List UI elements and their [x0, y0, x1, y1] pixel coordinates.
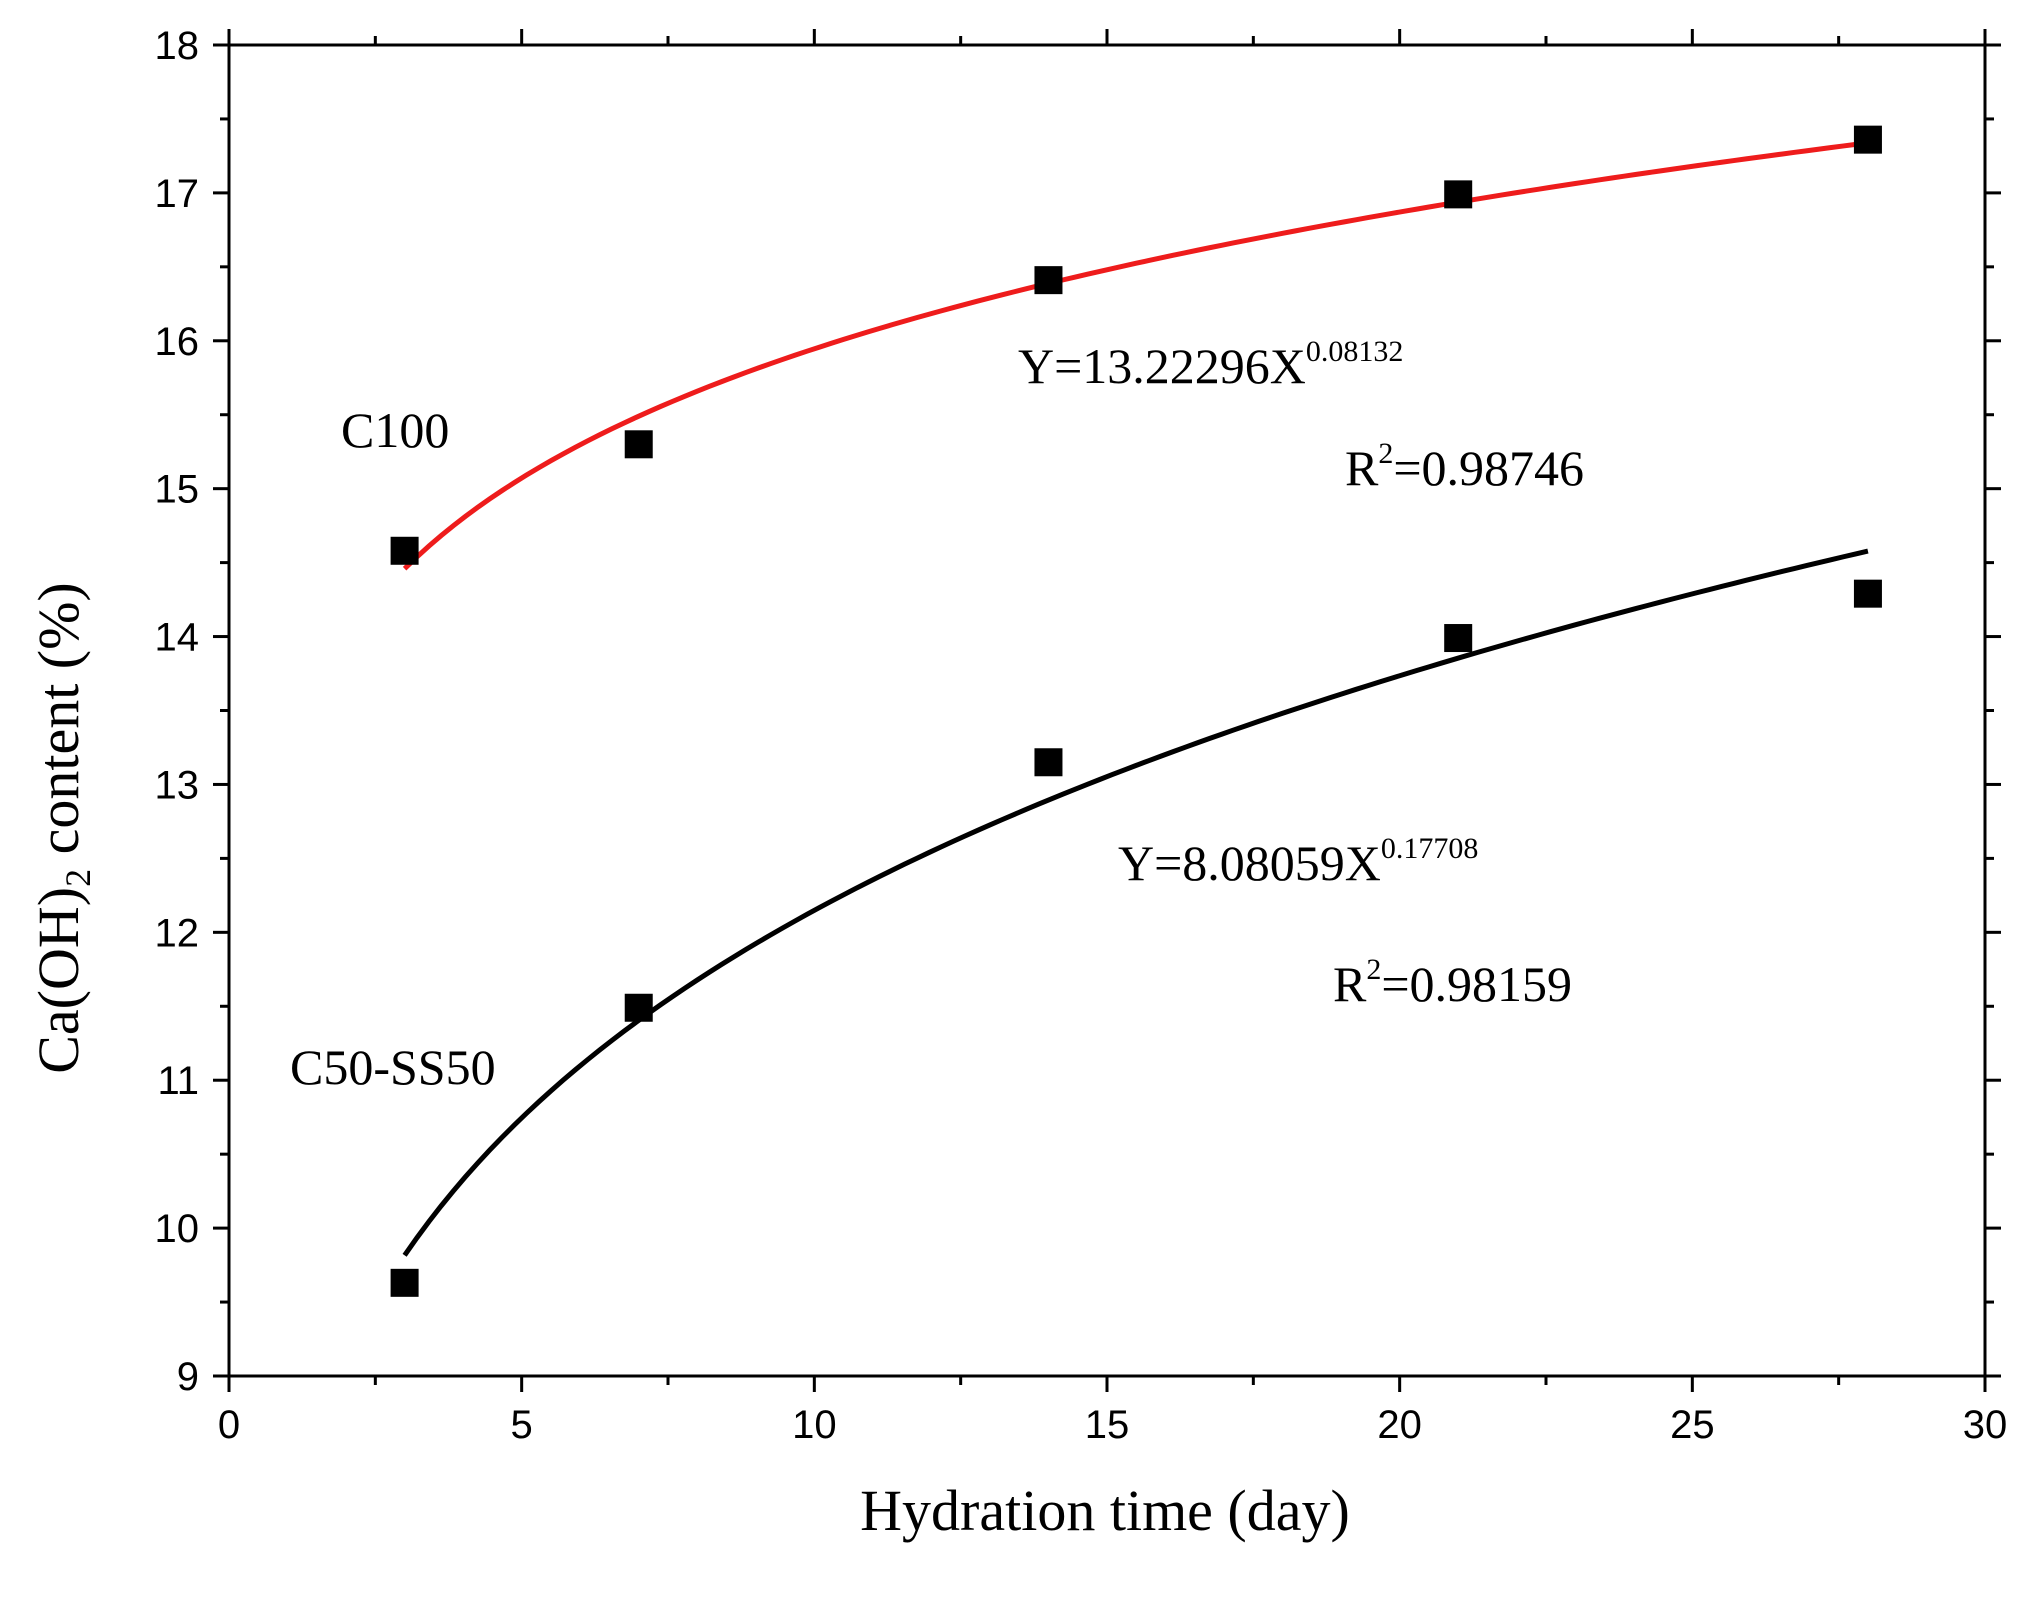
y-tick-label: 17 — [155, 172, 200, 216]
equation-c50-ss50: Y=8.08059X0.17708 — [1118, 832, 1478, 891]
plot-area — [227, 43, 1987, 1378]
equation-c100-base: Y=13.22296X — [1018, 338, 1306, 394]
fit-curves — [402, 140, 1869, 1257]
data-point-c100 — [390, 536, 419, 565]
y-tick-label: 11 — [157, 1059, 199, 1103]
axes: 0 5 10 15 20 25 30 9 10 11 12 13 14 15 16 17 18 — [155, 24, 2008, 1447]
data-point-c50-ss50 — [624, 993, 653, 1022]
y-axis-title-part1: Ca(OH) — [26, 887, 91, 1074]
y-tick-label: 15 — [155, 468, 200, 512]
annotations: C100 Y=13.22296X0.08132 R2=0.98746 C50-S… — [290, 335, 1584, 1095]
fit-curve-c100 — [402, 140, 1869, 571]
x-tick-label: 25 — [1670, 1403, 1715, 1447]
equation-c50-ss50-base: Y=8.08059X — [1118, 835, 1381, 891]
data-point-c50-ss50 — [1444, 624, 1473, 653]
data-point-c100 — [624, 430, 653, 459]
y-tick-label: 12 — [155, 911, 200, 955]
x-tick-label: 20 — [1377, 1403, 1422, 1447]
y-axis-title: Ca(OH)2 content (%) — [26, 582, 98, 1074]
y-tick-label: 18 — [155, 24, 200, 68]
x-axis-title: Hydration time (day) — [860, 1478, 1350, 1543]
x-tick-label: 5 — [511, 1403, 533, 1447]
r2-c50-ss50-prefix: R — [1333, 956, 1367, 1012]
r2-c50-ss50-sup: 2 — [1366, 953, 1381, 986]
r2-c100-sup: 2 — [1378, 437, 1393, 470]
data-point-c100 — [1853, 125, 1882, 154]
r2-c100-prefix: R — [1345, 440, 1379, 496]
x-tick-label: 0 — [218, 1403, 240, 1447]
r2-c50-ss50-value: =0.98159 — [1381, 956, 1572, 1012]
r2-c50-ss50: R2=0.98159 — [1333, 953, 1572, 1012]
y-axis-title-part2: content (%) — [26, 582, 91, 869]
data-point-c50-ss50 — [390, 1268, 419, 1297]
plot-frame — [227, 43, 1987, 1378]
r2-c100: R2=0.98746 — [1345, 437, 1584, 496]
y-axis-title-group: Ca(OH)2 content (%) — [26, 582, 98, 1074]
x-tick-label: 30 — [1963, 1403, 2008, 1447]
x-tick-label: 15 — [1085, 1403, 1130, 1447]
y-tick-label: 16 — [155, 320, 200, 364]
data-point-c100 — [1034, 266, 1063, 295]
y-tick-label: 14 — [155, 616, 200, 660]
series-label-c50-ss50: C50-SS50 — [290, 1039, 496, 1095]
r2-c100-value: =0.98746 — [1393, 440, 1584, 496]
data-point-c50-ss50 — [1853, 579, 1882, 608]
equation-c50-ss50-exponent: 0.17708 — [1381, 832, 1479, 865]
series-label-c100: C100 — [341, 402, 449, 458]
y-tick-label: 13 — [155, 763, 200, 807]
x-tick-label: 10 — [792, 1403, 837, 1447]
fit-curve-c50-ss50 — [402, 548, 1869, 1257]
equation-c100: Y=13.22296X0.08132 — [1018, 335, 1403, 394]
y-axis-title-subscript: 2 — [58, 869, 98, 887]
y-tick-label: 10 — [155, 1207, 200, 1251]
y-tick-label: 9 — [177, 1355, 199, 1399]
data-point-c50-ss50 — [1034, 748, 1063, 777]
data-markers — [390, 125, 1882, 1297]
equation-c100-exponent: 0.08132 — [1306, 335, 1404, 368]
data-point-c100 — [1444, 180, 1473, 209]
